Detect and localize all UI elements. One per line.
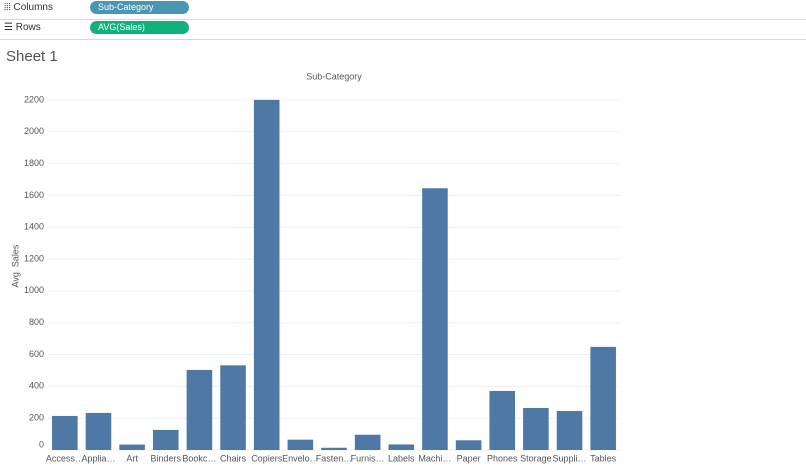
bar (354, 434, 381, 450)
y-tick-label: 1000 (24, 285, 44, 295)
x-tick-label: Fasten… (316, 453, 353, 463)
y-tick-label: 600 (29, 349, 44, 359)
x-tick-label: Art (126, 453, 138, 463)
bar (388, 444, 415, 450)
x-tick-label: Suppli… (553, 453, 587, 463)
x-tick-label: Access… (46, 453, 84, 463)
bar (119, 444, 145, 450)
y-tick-label: 200 (29, 413, 44, 423)
x-tick-label: Copiers (251, 453, 283, 463)
bar (590, 346, 616, 450)
x-tick-label: Labels (388, 453, 415, 463)
bar (422, 188, 448, 450)
x-tick-label: Storage (520, 453, 552, 463)
y-tick-label: 0 (39, 439, 44, 449)
y-tick-label: 400 (29, 381, 44, 391)
bar (556, 411, 583, 450)
x-tick-label: Applia… (81, 453, 115, 463)
bar (455, 440, 482, 450)
y-tick-label: 1800 (24, 158, 44, 168)
y-tick-label: 800 (29, 317, 44, 327)
y-tick-label: 2000 (24, 126, 44, 136)
bar (85, 412, 112, 450)
axis-title: Sub-Category (306, 71, 362, 81)
x-tick-label: Chairs (220, 453, 247, 463)
rows-pill[interactable]: AVG(Sales) (90, 21, 189, 34)
bar (152, 429, 179, 450)
shelf-label: ☰ Rows (4, 22, 41, 33)
rows-label: Rows (15, 22, 41, 33)
bar (253, 99, 280, 451)
y-tick-label: 1600 (24, 190, 44, 200)
bar (220, 365, 246, 450)
x-tick-label: Paper (457, 453, 481, 463)
bar (523, 407, 549, 450)
x-tick-label: Tables (590, 453, 617, 463)
y-tick-label: 1200 (24, 253, 44, 263)
columns-shelf: ⦙⦙⦙ Columns Sub-Category (0, 0, 806, 20)
bar (489, 390, 516, 450)
bar (186, 369, 213, 450)
columns-label: Columns (13, 2, 53, 13)
y-tick-label: 1400 (24, 222, 44, 232)
x-tick-label: Envelo… (282, 453, 319, 463)
x-tick-label: Furnis… (351, 453, 385, 463)
y-tick-label: 2200 (24, 94, 44, 104)
x-tick-label: Bookc… (182, 453, 216, 463)
x-tick-label: Phones (487, 453, 518, 463)
columns-pill[interactable]: Sub-Category (90, 1, 189, 14)
x-tick-label: Binders (151, 453, 182, 463)
y-axis-label: Avg. Sales (10, 244, 20, 287)
shelf-label: ⦙⦙⦙ Columns (4, 2, 53, 13)
sheet-title: Sheet 1 (6, 48, 58, 65)
bar (321, 447, 347, 450)
bar (287, 439, 314, 450)
bar (52, 415, 78, 450)
rows-shelf: ☰ Rows AVG(Sales) (0, 20, 806, 40)
x-tick-label: Machi… (418, 453, 451, 463)
